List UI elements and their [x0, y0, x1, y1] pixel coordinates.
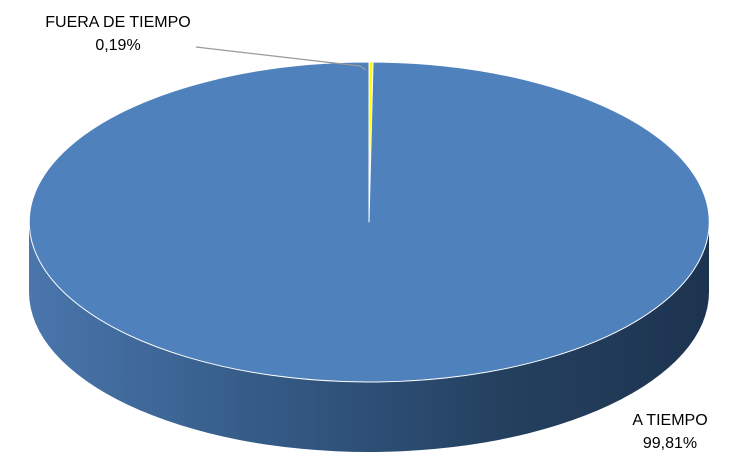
slice-label-a-tiempo: A TIEMPO [632, 412, 707, 429]
pie-slice-a-tiempo [28, 61, 710, 383]
slice-value-fuera-de-tiempo: 0,19% [95, 37, 140, 54]
leader-line [195, 46, 367, 71]
slice-value-a-tiempo: 99,81% [643, 435, 697, 452]
slice-label-fuera-de-tiempo: FUERA DE TIEMPO [45, 14, 191, 31]
pie-side-wall [29, 222, 709, 452]
pie-slices [28, 61, 710, 383]
